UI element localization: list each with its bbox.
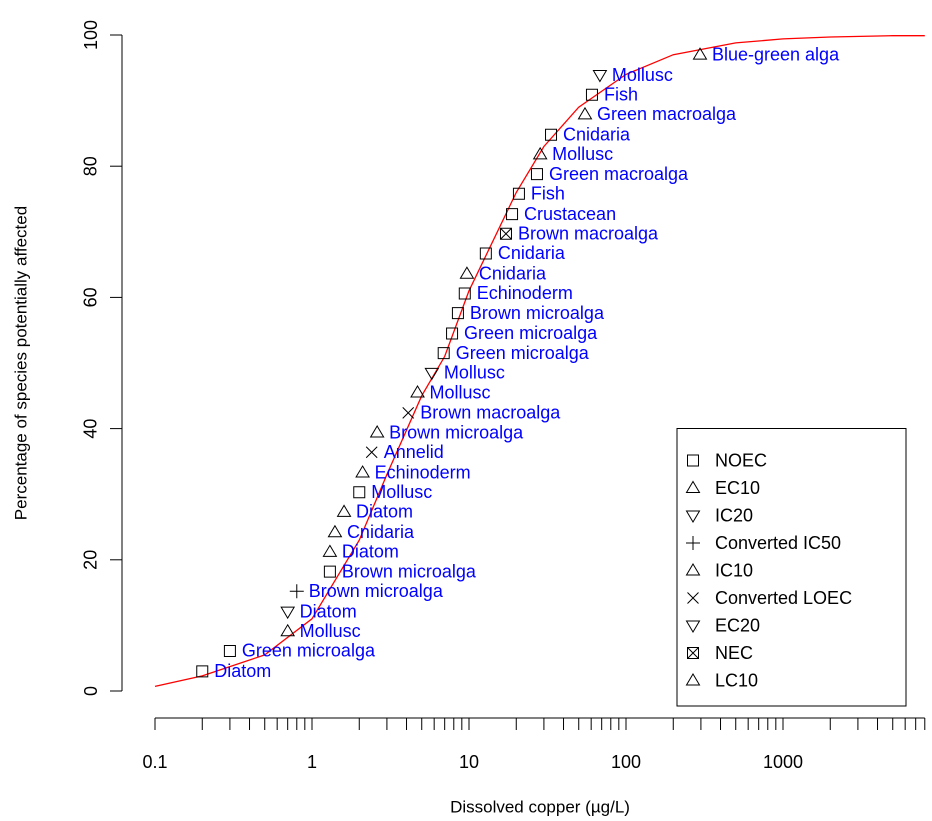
data-point — [289, 584, 304, 599]
legend-marker — [685, 510, 701, 523]
data-point — [196, 665, 209, 678]
point-label: Annelid — [384, 442, 444, 462]
y-tick-label: 20 — [81, 550, 101, 570]
point-label: Green macroalga — [597, 104, 737, 124]
point-label: Brown macroalga — [420, 403, 561, 423]
point-label: Mollusc — [300, 621, 361, 641]
data-point — [446, 327, 459, 340]
data-point — [577, 106, 593, 120]
data-point — [499, 227, 512, 240]
legend-label: Converted IC50 — [715, 533, 841, 553]
point-label: Brown microalga — [342, 561, 477, 581]
point-label: Brown macroalga — [518, 224, 659, 244]
data-point — [424, 367, 440, 381]
legend-label: NEC — [715, 643, 753, 663]
x-tick-label: 1 — [307, 752, 317, 772]
data-point — [530, 168, 543, 181]
legend-marker — [685, 620, 701, 633]
x-tick-label: 10 — [459, 752, 479, 772]
data-point — [365, 446, 378, 459]
data-point — [327, 524, 343, 538]
point-label: Echinoderm — [375, 462, 471, 482]
data-point — [323, 565, 336, 578]
data-point — [458, 287, 471, 300]
legend-marker — [685, 563, 701, 576]
x-tick-label: 100 — [611, 752, 641, 772]
point-label: Fish — [604, 84, 638, 104]
legend-label: IC20 — [715, 505, 753, 525]
data-point — [437, 347, 450, 360]
point-label: Cnidaria — [479, 264, 547, 284]
point-label: Cnidaria — [347, 522, 415, 542]
point-label: Brown microalga — [309, 581, 444, 601]
y-tick-label: 80 — [81, 156, 101, 176]
data-point — [532, 146, 548, 160]
data-point — [280, 623, 296, 637]
data-point — [479, 247, 492, 260]
point-label: Brown microalga — [470, 303, 605, 323]
data-point — [402, 407, 415, 419]
legend-label: EC20 — [715, 615, 760, 635]
point-label: Diatom — [356, 502, 413, 522]
y-tick-label: 40 — [81, 419, 101, 439]
point-label: Mollusc — [552, 144, 613, 164]
data-point — [545, 128, 558, 141]
x-tick-label: 0.1 — [142, 752, 167, 772]
x-tick-label: 1000 — [763, 752, 803, 772]
data-point — [506, 208, 519, 221]
data-point — [369, 425, 385, 438]
legend-marker — [686, 536, 700, 550]
legend-marker — [687, 592, 699, 604]
point-label: Green microalga — [456, 343, 590, 363]
legend-label: Converted LOEC — [715, 588, 852, 608]
point-label: Green macroalga — [549, 164, 689, 184]
point-label: Green microalga — [242, 641, 376, 661]
legend-label: EC10 — [715, 478, 760, 498]
point-label: Crustacean — [524, 204, 616, 224]
y-tick-label: 100 — [81, 20, 101, 50]
point-label: Mollusc — [444, 363, 505, 383]
point-label: Diatom — [342, 542, 399, 562]
point-label: Mollusc — [430, 382, 491, 402]
point-label: Mollusc — [371, 482, 432, 502]
point-label: Echinoderm — [477, 283, 573, 303]
legend-marker — [685, 480, 701, 493]
data-point — [336, 504, 352, 517]
point-label: Cnidaria — [563, 124, 631, 144]
legend-marker — [687, 454, 699, 467]
data-point — [280, 606, 296, 620]
y-tick-label: 0 — [81, 686, 101, 696]
data-point — [692, 47, 708, 60]
data-point — [322, 544, 338, 557]
x-axis-title: Dissolved copper (µg/L) — [450, 797, 630, 816]
point-label: Diatom — [214, 661, 271, 681]
data-point — [355, 465, 370, 478]
legend-marker — [685, 673, 701, 686]
legend-box — [676, 428, 907, 707]
point-label: Brown microalga — [389, 422, 524, 442]
point-label: Blue-green alga — [712, 44, 840, 64]
data-point — [459, 266, 475, 279]
data-point — [223, 644, 236, 657]
data-point — [512, 187, 525, 200]
point-label: Diatom — [300, 601, 357, 621]
y-tick-label: 60 — [81, 287, 101, 307]
legend-label: NOEC — [715, 450, 767, 470]
y-axis-title: Percentage of species potentially affect… — [11, 206, 30, 520]
point-label: Green microalga — [464, 323, 598, 343]
data-point — [592, 70, 608, 83]
data-point — [353, 486, 366, 499]
point-label: Fish — [531, 184, 565, 204]
data-point — [585, 88, 598, 101]
point-label: Cnidaria — [498, 243, 566, 263]
fitted-curve — [154, 35, 925, 688]
point-label: Mollusc — [612, 65, 673, 85]
data-point — [410, 385, 425, 398]
legend-label: IC10 — [715, 560, 753, 580]
legend-marker — [687, 647, 699, 659]
data-point — [451, 307, 464, 320]
legend-label: LC10 — [715, 670, 758, 690]
